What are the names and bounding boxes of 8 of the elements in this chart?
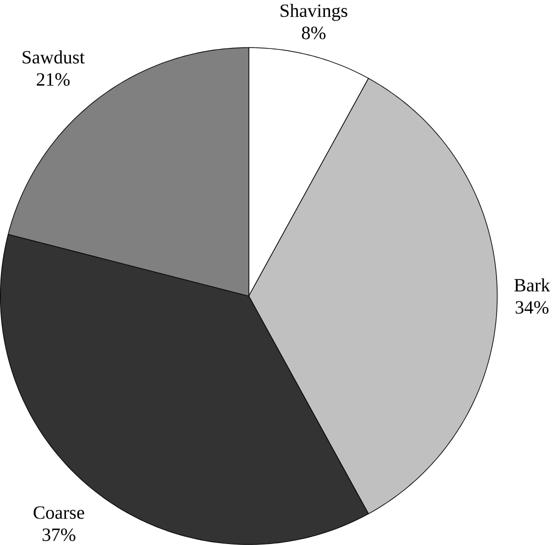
slice-label: Sawdust (22, 50, 85, 64)
data-label: 37% (42, 528, 76, 542)
data-label: 34% (516, 301, 548, 314)
data-label: 21% (36, 73, 70, 86)
slice-label: Shavings (280, 4, 348, 21)
data-label: 8% (302, 26, 326, 40)
slice-label: Coarse (34, 506, 84, 519)
slice-label: Bark (514, 278, 550, 292)
